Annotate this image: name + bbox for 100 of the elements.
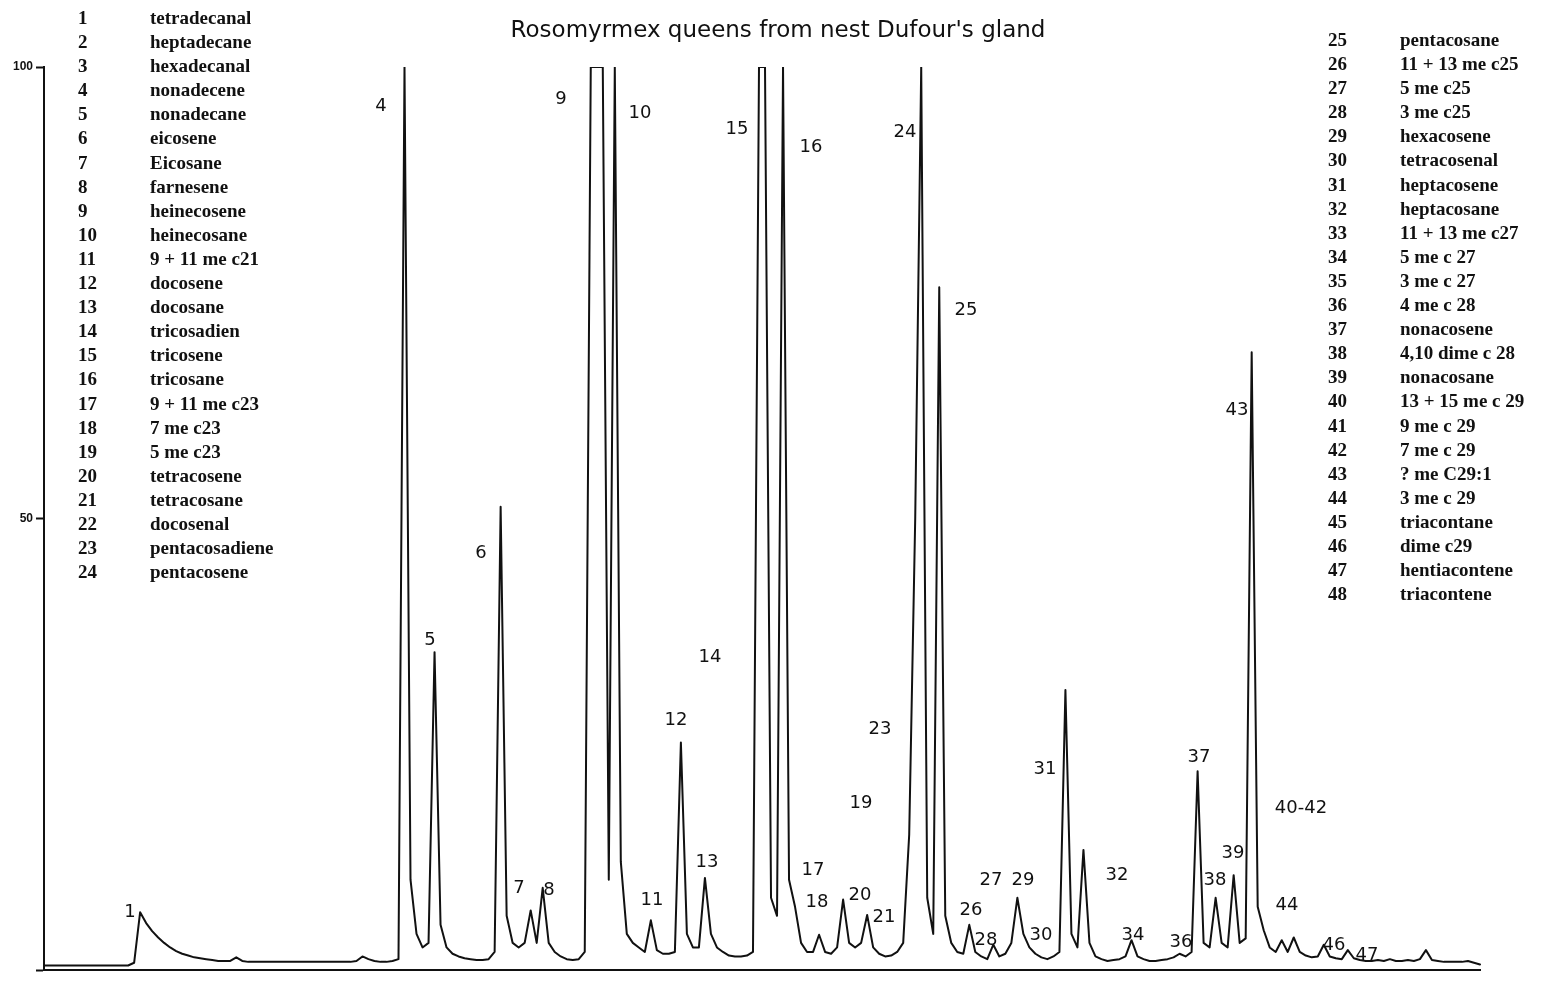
text: 4,10 dime c 28: [1400, 342, 1516, 364]
text: ? me C29:1: [1400, 462, 1492, 484]
text: 5 me c 27: [1400, 245, 1476, 267]
text: 2 heptadecane: [78, 31, 252, 53]
text: dime c29: [1400, 535, 1473, 557]
text: 36: [1169, 929, 1193, 951]
annotation: 43: [1328, 462, 1347, 484]
annotation: 47: [1328, 559, 1348, 581]
text: 45 triacontane: [1328, 510, 1493, 532]
text: 42 7 me c 29: [1328, 438, 1476, 460]
text: 11 + 13 me c25: [1400, 53, 1519, 75]
text: 8: [543, 877, 555, 899]
annotation: 6: [78, 127, 88, 149]
annotation: 30: [1328, 149, 1347, 171]
text: docosane: [150, 296, 224, 318]
annotation: 12: [78, 272, 97, 294]
text: 35 3 me c 27: [1328, 269, 1476, 291]
text: 13: [695, 849, 719, 871]
text: 18: [805, 889, 829, 911]
text: 21: [872, 904, 896, 926]
text: 23: [868, 716, 892, 738]
text: 9 + 11 me c23: [150, 392, 259, 414]
text: docosene: [150, 272, 223, 294]
text: 14: [698, 644, 722, 666]
text: 29: [1011, 867, 1035, 889]
annotation: 26: [1328, 53, 1347, 75]
annotation: 17: [78, 392, 98, 414]
text: 9 + 11 me c21: [150, 247, 259, 269]
y-tick-label: 100: [12, 59, 34, 74]
text: 7 me c23: [150, 416, 221, 438]
text: 47: [1355, 942, 1379, 964]
text: eicosene: [150, 127, 217, 149]
text: 48 triacontene: [1328, 583, 1492, 605]
text: 16: [799, 134, 823, 156]
text: pentacosene: [150, 561, 249, 583]
text: 40 13 + 15 me c 29: [1328, 390, 1525, 412]
annotation: 37: [1328, 318, 1348, 340]
text: heinecosene: [150, 199, 247, 221]
text: 37: [1187, 744, 1211, 766]
text: 10: [628, 100, 652, 122]
annotation: 20: [78, 464, 97, 486]
text: 3 me c 29: [1400, 486, 1476, 508]
text: nonacosene: [1400, 318, 1493, 340]
text: nonacosane: [1400, 366, 1494, 388]
text: 28: [974, 927, 998, 949]
text: 39: [1221, 840, 1245, 862]
annotation: 27: [1328, 77, 1348, 99]
text: 5 me c25: [1400, 77, 1471, 99]
annotation: 13: [78, 296, 97, 318]
annotation: 15: [78, 344, 97, 366]
annotation: 19: [78, 440, 97, 462]
text: nonadecane: [150, 103, 247, 125]
text: tetracosane: [150, 488, 243, 510]
annotation: 31: [1328, 173, 1347, 195]
text: heptacosane: [1400, 197, 1500, 219]
text: tricosadien: [150, 320, 240, 342]
text: tricosene: [150, 344, 223, 366]
text: 5: [424, 627, 436, 649]
annotation: 34: [1328, 245, 1348, 267]
text: heptacosene: [1400, 173, 1499, 195]
annotation: 25: [954, 297, 978, 319]
text: 1 tetradecanal: [78, 6, 252, 28]
text: nonadecene: [150, 79, 245, 101]
text: 7: [513, 875, 525, 897]
text: 30: [1029, 922, 1053, 944]
annotation: 23: [78, 537, 97, 559]
annotation: 5: [78, 103, 88, 125]
text: 31: [1033, 756, 1057, 778]
annotation: 4: [78, 79, 88, 101]
annotation: 39: [1328, 366, 1347, 388]
annotation: 14: [78, 320, 98, 342]
annotation: 7: [78, 151, 88, 173]
text: 32: [1105, 862, 1129, 884]
annotation: 8: [78, 175, 88, 197]
text: 3 me c25: [1400, 101, 1471, 123]
annotation: 28: [1328, 101, 1347, 123]
text: 6: [475, 540, 487, 562]
annotation: 32: [1328, 197, 1347, 219]
annotation: 29: [1328, 125, 1347, 147]
text: tetracosenal: [1400, 149, 1499, 171]
text: 38: [1203, 867, 1227, 889]
text: 19: [849, 790, 873, 812]
text: 4 me c 28: [1400, 294, 1476, 316]
annotation: 11: [78, 247, 96, 269]
annotation: 40-42: [1274, 795, 1328, 817]
annotation: 36: [1328, 294, 1347, 316]
annotation: 1: [124, 899, 136, 921]
text: tricosane: [150, 368, 224, 390]
text: farnesene: [150, 175, 229, 197]
text: 12: [664, 707, 688, 729]
text: 5 me c23: [150, 440, 221, 462]
annotation: 24: [78, 561, 98, 583]
text: 17: [801, 857, 825, 879]
text: 20: [848, 882, 872, 904]
chart-title: Rosomyrmex queens from nest Dufour's gland: [510, 15, 1046, 42]
text: 9: [555, 86, 567, 108]
text: hentiacontene: [1400, 559, 1513, 581]
text: 25 pentacosane: [1328, 28, 1500, 50]
annotation: 10: [78, 223, 97, 245]
text: 44: [1275, 892, 1299, 914]
